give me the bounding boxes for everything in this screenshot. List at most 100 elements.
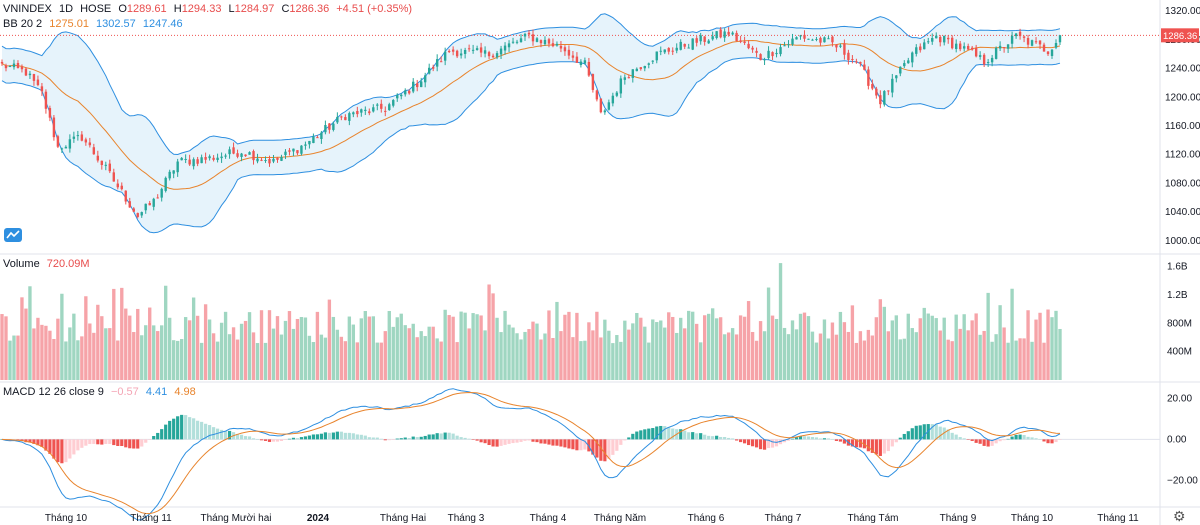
volume-bar [958, 328, 962, 380]
macd-histogram-bar [695, 433, 699, 440]
macd-legend[interactable]: MACD 12 26 close 9 −0.57 4.41 4.98 [3, 386, 200, 399]
macd-histogram-bar [100, 439, 104, 445]
tradingview-logo-icon[interactable] [4, 228, 22, 242]
bb-legend[interactable]: BB 20 2 1275.01 1302.57 1247.46 [3, 18, 187, 31]
volume-bar [846, 331, 851, 380]
volume-bar [858, 331, 863, 380]
candle-body [1030, 40, 1034, 46]
candle-body [1026, 38, 1030, 45]
volume-bar [702, 315, 707, 380]
bb-fill [2, 13, 1060, 233]
time-tick-label: Tháng 4 [530, 513, 567, 524]
interval-label[interactable]: 1D [58, 3, 74, 15]
candle-body [268, 158, 271, 164]
macd-histogram-bar [786, 439, 791, 441]
volume-bar [76, 340, 80, 380]
volume-bar [583, 340, 587, 380]
macd-histogram-bar [571, 439, 575, 450]
time-tick-label: Tháng 7 [765, 513, 802, 524]
candle-body [954, 43, 958, 50]
volume-bar [555, 301, 559, 380]
candle-body [360, 109, 363, 113]
volume-bar [128, 315, 132, 380]
candle-body [795, 37, 798, 40]
candle-body [515, 41, 519, 43]
candle-body [966, 45, 970, 50]
candle-body [52, 117, 56, 138]
macd-histogram-bar [587, 439, 591, 452]
candle-body [228, 149, 231, 155]
volume-bar [910, 328, 914, 380]
volume-bar [603, 319, 607, 380]
candle-body [220, 156, 223, 159]
macd-histogram-bar [427, 434, 431, 440]
macd-histogram-bar [164, 424, 168, 440]
volume-bar [671, 316, 675, 380]
candle-body [132, 208, 135, 212]
candle-body [723, 31, 726, 38]
volume-bar [978, 334, 982, 380]
volume-bar [563, 314, 567, 380]
candle-body [591, 74, 595, 90]
macd-histogram-bar [120, 439, 124, 447]
volume-bar [48, 330, 52, 380]
volume-bar [423, 336, 427, 380]
volume-bar [459, 311, 463, 380]
high-value: 1294.33 [181, 3, 222, 15]
macd-histogram-bar [719, 436, 723, 440]
candle-body [539, 40, 543, 44]
macd-histogram-bar [782, 439, 787, 443]
macd-histogram-bar [643, 429, 647, 440]
candle-body [994, 47, 998, 59]
candle-body [252, 151, 255, 161]
macd-histogram-bar [746, 439, 751, 446]
candle-body [799, 35, 802, 37]
macd-histogram-bar [136, 439, 140, 449]
volume-bar [850, 305, 855, 380]
macd-histogram-bar [223, 430, 228, 440]
time-tick-label: Tháng Mười hai [200, 513, 271, 524]
macd-histogram-bar [1046, 439, 1050, 444]
price-tick-label: 1080.00 [1165, 178, 1200, 189]
volume-bar [870, 335, 875, 380]
candle-body [284, 151, 287, 156]
macd-histogram-bar [543, 439, 547, 444]
volume-bar [108, 328, 112, 380]
change-value: +4.51 (+0.35%) [336, 3, 413, 15]
volume-bar [651, 319, 655, 380]
volume-bar [655, 322, 659, 380]
candle-body [427, 67, 431, 74]
volume-bar [866, 329, 871, 380]
candle-body [615, 92, 619, 96]
candle-body [951, 37, 954, 49]
volume-bar [411, 323, 415, 380]
candle-body [1014, 33, 1018, 37]
macd-histogram-bar [419, 436, 423, 440]
volume-bar [215, 341, 220, 380]
candle-body [475, 48, 479, 51]
macd-histogram-bar [739, 439, 743, 443]
volume-tick-label: 400M [1167, 347, 1192, 358]
symbol-label[interactable]: VNINDEX [3, 3, 52, 15]
macd-line-value: 4.41 [145, 386, 168, 398]
candle-body [1042, 44, 1046, 52]
volume-bar [487, 284, 491, 380]
gear-icon[interactable]: ⚙ [1173, 508, 1186, 524]
volume-bar [239, 323, 244, 380]
volume-bar [92, 332, 96, 380]
candle-body [340, 116, 343, 118]
candle-body [675, 47, 678, 51]
candle-body [28, 73, 32, 76]
macd-histogram-bar [204, 423, 208, 440]
macd-histogram-bar [271, 439, 276, 442]
candle-body [751, 47, 754, 50]
time-tick-label: Tháng 10 [45, 513, 88, 524]
candle-body [739, 40, 742, 42]
volume-bar [519, 339, 523, 380]
volume-legend[interactable]: Volume 720.09M [3, 258, 94, 271]
candle-body [907, 60, 910, 64]
candle-body [1034, 41, 1038, 43]
volume-bar [475, 314, 479, 380]
volume-bar [144, 325, 148, 380]
